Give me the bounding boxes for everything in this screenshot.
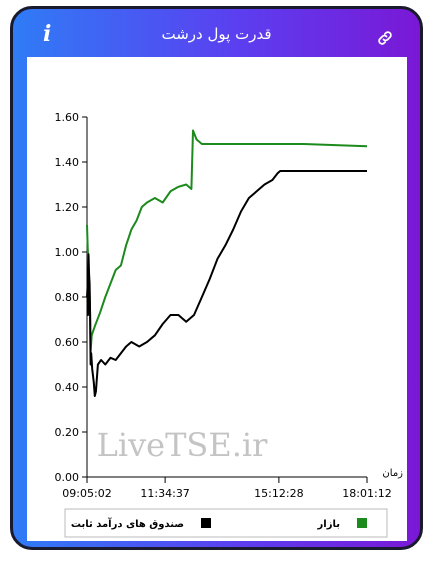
chart-card: i قدرت پول درشت 0.00 0.20 0.40 0.60 0.80 1.00… bbox=[10, 6, 423, 550]
legend-label: صندوق های درآمد ثابت bbox=[71, 517, 184, 530]
x-tick-label: 18:01:12 bbox=[342, 487, 391, 500]
y-tick-label: 0.60 bbox=[55, 336, 80, 349]
chart-panel: 0.00 0.20 0.40 0.60 0.80 1.00 1.20 1.40 1.60 09:… bbox=[27, 57, 407, 541]
series-lines bbox=[86, 129, 368, 397]
x-tick-label: 15:12:28 bbox=[254, 487, 303, 500]
x-axis-label: زمان bbox=[382, 468, 403, 479]
watermark-text: LiveTSE.ir bbox=[97, 426, 269, 464]
legend: بازار صندوق های درآمد ثابت bbox=[64, 508, 388, 538]
legend-swatch bbox=[201, 518, 211, 528]
legend-label: بازار bbox=[317, 519, 340, 530]
legend-swatch bbox=[357, 518, 367, 528]
line-chart: 0.00 0.20 0.40 0.60 0.80 1.00 1.20 1.40 1.60 09:… bbox=[55, 111, 403, 538]
page-title: قدرت پول درشت bbox=[161, 25, 272, 43]
y-tick-label: 0.40 bbox=[55, 381, 80, 394]
x-axis: 09:05:02 11:34:37 15:12:28 18:01:12 bbox=[62, 476, 392, 500]
x-tick-label: 11:34:37 bbox=[140, 487, 189, 500]
y-axis: 0.00 0.20 0.40 0.60 0.80 1.00 1.20 1.40 1.60 bbox=[55, 111, 88, 484]
link-icon[interactable] bbox=[376, 29, 394, 47]
info-icon[interactable]: i bbox=[43, 21, 52, 47]
card-header: i قدرت پول درشت bbox=[13, 9, 420, 57]
y-tick-label: 1.00 bbox=[55, 246, 80, 259]
y-tick-label: 1.40 bbox=[55, 156, 80, 169]
y-tick-label: 1.20 bbox=[55, 201, 80, 214]
legend-box bbox=[64, 508, 388, 538]
y-tick-label: 0.20 bbox=[55, 426, 80, 439]
x-tick-label: 09:05:02 bbox=[62, 487, 111, 500]
y-tick-label: 1.60 bbox=[55, 111, 80, 124]
series-line-2 bbox=[86, 170, 367, 397]
y-tick-label: 0.00 bbox=[55, 471, 80, 484]
y-tick-label: 0.80 bbox=[55, 291, 80, 304]
